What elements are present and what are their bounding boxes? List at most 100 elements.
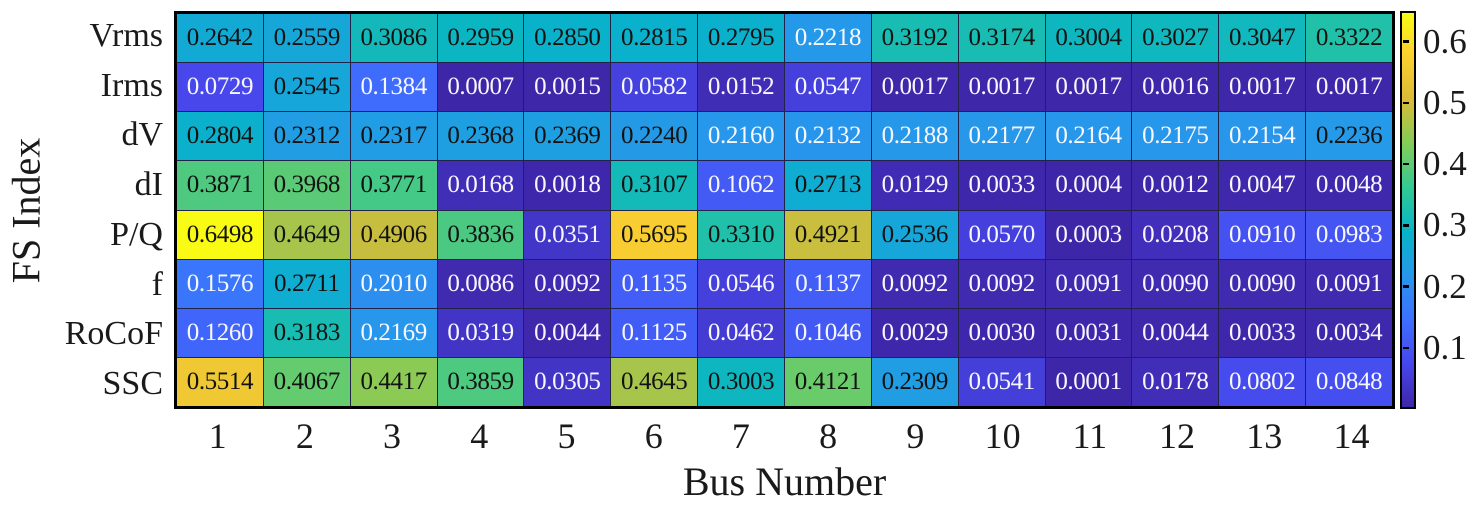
heatmap-cell: 0.0031: [1045, 308, 1132, 357]
heatmap-cell: 0.0017: [871, 63, 958, 112]
heatmap-cell: 0.3836: [437, 210, 524, 259]
heatmap-cell: 0.0462: [698, 308, 784, 357]
colorbar-tick-mark: [1403, 40, 1409, 43]
heatmap-cell: 0.0848: [1306, 357, 1392, 406]
heatmap-cell: 0.1046: [784, 308, 871, 357]
colorbar-tick-mark: [1403, 101, 1409, 105]
heatmap-cell: 0.4649: [263, 210, 350, 259]
heatmap-cell: 0.2312: [263, 112, 350, 161]
x-tick-label: 5: [557, 416, 576, 456]
heatmap-cell: 0.0319: [437, 308, 524, 357]
heatmap-cell: 0.0092: [524, 259, 611, 308]
heatmap-cell: 0.2309: [871, 357, 958, 406]
heatmap-cell: 0.0152: [698, 63, 784, 112]
heatmap-cell: 0.0129: [871, 161, 958, 210]
heatmap-cell: 0.3968: [263, 161, 350, 210]
heatmap-cell: 0.2010: [350, 259, 437, 308]
heatmap-cell: 0.2236: [1306, 112, 1392, 161]
heatmap-cell: 0.0086: [437, 259, 524, 308]
x-tick-label: 6: [644, 416, 663, 456]
heatmap-cell: 0.2850: [524, 14, 611, 63]
heatmap-cell: 0.3027: [1132, 14, 1219, 63]
colorbar-tick-label: 0.3: [1423, 205, 1467, 245]
heatmap-cell: 0.0305: [524, 357, 611, 406]
heatmap-cell: 0.3047: [1219, 14, 1306, 63]
heatmap-cell: 0.0047: [1219, 161, 1306, 210]
heatmap-cell: 0.3174: [958, 14, 1045, 63]
heatmap-cell: 0.1125: [611, 308, 698, 357]
heatmap-cell: 0.4417: [350, 357, 437, 406]
heatmap-cell: 0.0546: [698, 259, 784, 308]
heatmap-cell: 0.0048: [1306, 161, 1392, 210]
heatmap-cell: 0.0582: [611, 63, 698, 112]
heatmap-cell: 0.0017: [958, 63, 1045, 112]
heatmap-cell: 0.4121: [784, 357, 871, 406]
x-tick-label: 2: [295, 416, 314, 456]
heatmap-cell: 0.3003: [698, 357, 784, 406]
heatmap-cell: 0.4921: [784, 210, 871, 259]
heatmap-cell: 0.0090: [1132, 259, 1219, 308]
colorbar-tick-mark: [1403, 346, 1409, 350]
heatmap-cell: 0.0029: [871, 308, 958, 357]
heatmap-cell: 0.1384: [350, 63, 437, 112]
heatmap-cell: 0.3192: [871, 14, 958, 63]
y-tick-label: f: [151, 265, 163, 303]
heatmap-cell: 0.0570: [958, 210, 1045, 259]
heatmap-cell: 0.0208: [1132, 210, 1219, 259]
heatmap-cell: 0.0034: [1306, 308, 1392, 357]
heatmap-cell: 0.3771: [350, 161, 437, 210]
x-axis-title: Bus Number: [174, 458, 1395, 505]
heatmap-cell: 0.5695: [611, 210, 698, 259]
x-tick-label: 14: [1333, 416, 1370, 456]
heatmap-cell: 0.0017: [1306, 63, 1392, 112]
heatmap-cell: 0.2160: [698, 112, 784, 161]
heatmap-cell: 0.2132: [784, 112, 871, 161]
heatmap-cell: 0.0030: [958, 308, 1045, 357]
heatmap-cell: 0.2369: [524, 112, 611, 161]
x-tick-label: 13: [1246, 416, 1283, 456]
heatmap-cell: 0.2536: [871, 210, 958, 259]
heatmap-cell: 0.3004: [1045, 14, 1132, 63]
heatmap-cell: 0.0351: [524, 210, 611, 259]
heatmap-cell: 0.2368: [437, 112, 524, 161]
heatmap-cell: 0.0547: [784, 63, 871, 112]
heatmap-cell: 0.0016: [1132, 63, 1219, 112]
heatmap-cell: 0.2169: [350, 308, 437, 357]
x-tick-label: 7: [731, 416, 750, 456]
x-tick-label: 12: [1159, 416, 1196, 456]
colorbar-tick-label: 0.5: [1423, 82, 1467, 122]
heatmap-cell: 0.5514: [177, 357, 263, 406]
heatmap-cell: 0.0007: [437, 63, 524, 112]
heatmap-cell: 0.2175: [1132, 112, 1219, 161]
heatmap-cell: 0.1135: [611, 259, 698, 308]
heatmap-cell: 0.0090: [1219, 259, 1306, 308]
heatmap-cell: 0.4067: [263, 357, 350, 406]
heatmap-cell: 0.2177: [958, 112, 1045, 161]
heatmap-cell: 0.0802: [1219, 357, 1306, 406]
y-tick-label: Irms: [100, 66, 163, 104]
heatmap-cell: 0.3859: [437, 357, 524, 406]
colorbar-tick-label: 0.2: [1423, 266, 1467, 306]
heatmap-cell: 0.3310: [698, 210, 784, 259]
heatmap-cell: 0.2642: [177, 14, 263, 63]
y-tick-label: P/Q: [110, 215, 163, 253]
heatmap-cell: 0.0910: [1219, 210, 1306, 259]
heatmap-cell: 0.2240: [611, 112, 698, 161]
heatmap-cell: 0.2559: [263, 14, 350, 63]
heatmap-cell: 0.1137: [784, 259, 871, 308]
heatmap-cell: 0.2164: [1045, 112, 1132, 161]
y-axis-title: FS Index: [2, 11, 50, 409]
heatmap-cell: 0.0003: [1045, 210, 1132, 259]
x-tick-label: 9: [906, 416, 925, 456]
heatmap-cell: 0.2713: [784, 161, 871, 210]
heatmap-cell: 0.2218: [784, 14, 871, 63]
heatmap-cell: 0.2188: [871, 112, 958, 161]
heatmap-cell: 0.0033: [958, 161, 1045, 210]
colorbar-tick-label: 0.6: [1423, 21, 1467, 61]
colorbar-tick-mark: [1403, 285, 1409, 288]
colorbar-tick-label: 0.4: [1423, 144, 1467, 184]
heatmap-cell: 0.2711: [263, 259, 350, 308]
heatmap-cell: 0.3107: [611, 161, 698, 210]
heatmap-cell: 0.0004: [1045, 161, 1132, 210]
heatmap-cell: 0.2795: [698, 14, 784, 63]
